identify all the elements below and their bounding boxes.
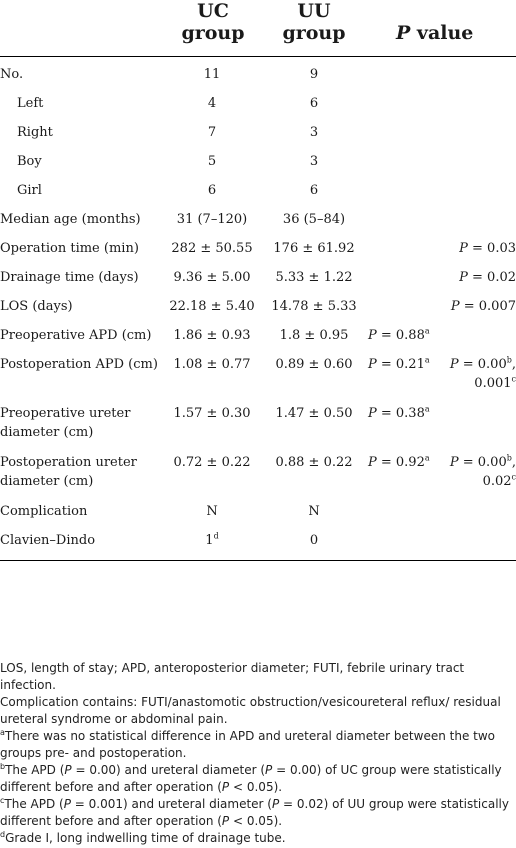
row-label: Preoperative ureter: [0, 406, 131, 421]
cell-uc: 1.08 ± 0.77: [173, 357, 251, 372]
header-rule: [0, 56, 516, 57]
cell-uu: 36 (5–84): [282, 212, 346, 227]
cell-uu: 14.78 ± 5.33: [271, 299, 357, 314]
cell-uc: 1.57 ± 0.30: [173, 406, 251, 421]
row-label: LOS (days): [0, 299, 73, 314]
note-b-part: = 0.00) and ureteral diameter (: [71, 763, 266, 777]
cell-uu: 1.8 ± 0.95: [279, 328, 349, 343]
row-label: No.: [0, 67, 24, 82]
cell-uc: 6: [207, 183, 217, 198]
row-label: Complication: [0, 504, 88, 519]
row-label: Boy: [17, 154, 42, 169]
cell-p-within-line2: 0.001c: [474, 374, 516, 391]
note-a-text: There was no statistical difference in A…: [0, 729, 495, 760]
cell-uc: 5: [207, 154, 217, 169]
cell-p-within-line2: 0.02c: [482, 472, 516, 489]
footer-rule: [0, 560, 516, 561]
cell-p-within: P = 0.03: [459, 241, 516, 256]
row-label: Postoperation APD (cm): [0, 357, 158, 372]
note-c-part: = 0.001) and ureteral diameter (: [70, 797, 272, 811]
cell-uc: 0.72 ± 0.22: [173, 455, 251, 470]
note-b: bThe APD (P = 0.00) and ureteral diamete…: [0, 762, 516, 795]
cell-uc: N: [206, 504, 218, 519]
col-header-pvalue: P value: [396, 0, 516, 44]
note-a-mark: a: [0, 728, 5, 737]
cell-p-within: P = 0.02: [459, 270, 516, 285]
note-a: aThere was no statistical difference in …: [0, 728, 516, 761]
cell-uc: 11: [203, 67, 221, 82]
cell-uc: 31 (7–120): [176, 212, 248, 227]
row-label: Operation time (min): [0, 241, 139, 256]
note-complication: Complication contains: FUTI/anastomotic …: [0, 695, 501, 726]
cell-uc: 22.18 ± 5.40: [169, 299, 255, 314]
cell-uc: 7: [207, 125, 217, 140]
cell-uc: 1d: [205, 531, 219, 548]
cell-p-within: P = 0.007: [450, 299, 516, 314]
note-c: cThe APD (P = 0.001) and ureteral diamet…: [0, 796, 516, 829]
col-header-p-letter: P: [396, 22, 411, 44]
row-label: Postoperation ureter: [0, 455, 137, 470]
cell-uu: 6: [309, 183, 319, 198]
row-label: Preoperative APD (cm): [0, 328, 152, 343]
row-label: Drainage time (days): [0, 270, 139, 285]
note-d: dGrade I, long indwelling time of draina…: [0, 830, 516, 847]
note-c-part: The APD (: [4, 797, 64, 811]
note-b-p: P: [221, 779, 230, 794]
cell-uu: 6: [309, 96, 319, 111]
cell-uc: 4: [207, 96, 217, 111]
row-label: Clavien–Dindo: [0, 533, 96, 548]
row-label: Median age (months): [0, 212, 141, 227]
cell-p-between: P = 0.92a: [368, 453, 430, 470]
cell-uu: 0.88 ± 0.22: [275, 455, 353, 470]
cell-uc: 1.86 ± 0.93: [173, 328, 251, 343]
note-b-mark: b: [0, 762, 6, 771]
row-label: Left: [17, 96, 44, 111]
col-header-uu: UU group: [282, 0, 346, 44]
cell-uc: 282 ± 50.55: [171, 241, 253, 256]
note-abbrev: LOS, length of stay; APD, anteroposterio…: [0, 661, 465, 692]
cell-p-within: P = 0.00b,: [449, 355, 516, 372]
note-b-part: < 0.05).: [229, 779, 283, 794]
note-c-p: P: [221, 813, 230, 828]
cell-uu: 9: [309, 67, 319, 82]
cell-uu: N: [308, 504, 320, 519]
note-c-p: P: [271, 797, 280, 811]
cell-uu: 0.89 ± 0.60: [275, 357, 353, 372]
note-c-p: P: [63, 797, 71, 811]
col-header-uc: UC group: [181, 0, 245, 44]
cell-uu: 0: [309, 533, 319, 548]
note-b-part: The APD (: [5, 763, 65, 777]
cell-p-between: P = 0.21a: [368, 355, 430, 372]
cell-uu: 176 ± 61.92: [273, 241, 355, 256]
table-notes: LOS, length of stay; APD, anteroposterio…: [0, 660, 516, 848]
cell-uc: 9.36 ± 5.00: [173, 270, 251, 285]
note-c-part: < 0.05).: [229, 813, 283, 828]
cell-p-between: P = 0.38a: [368, 404, 430, 421]
cell-p-between: P = 0.88a: [368, 326, 430, 343]
note-b-p: P: [64, 763, 72, 777]
note-d-text: Grade I, long indwelling time of drainag…: [5, 831, 286, 845]
cell-uu: 5.33 ± 1.22: [275, 270, 353, 285]
row-label: Right: [17, 125, 53, 140]
col-header-p-rest: value: [410, 22, 474, 44]
cell-p-within: P = 0.00b,: [449, 453, 516, 470]
cell-uu: 3: [309, 154, 319, 169]
cell-uu: 3: [309, 125, 319, 140]
note-b-p: P: [265, 763, 273, 777]
cell-uu: 1.47 ± 0.50: [275, 406, 353, 421]
row-label-line2: diameter (cm): [0, 474, 94, 489]
note-b-part: = 0.00) of UC group were statistically d…: [0, 763, 502, 794]
row-label: Girl: [17, 183, 42, 198]
row-label-line2: diameter (cm): [0, 425, 94, 440]
